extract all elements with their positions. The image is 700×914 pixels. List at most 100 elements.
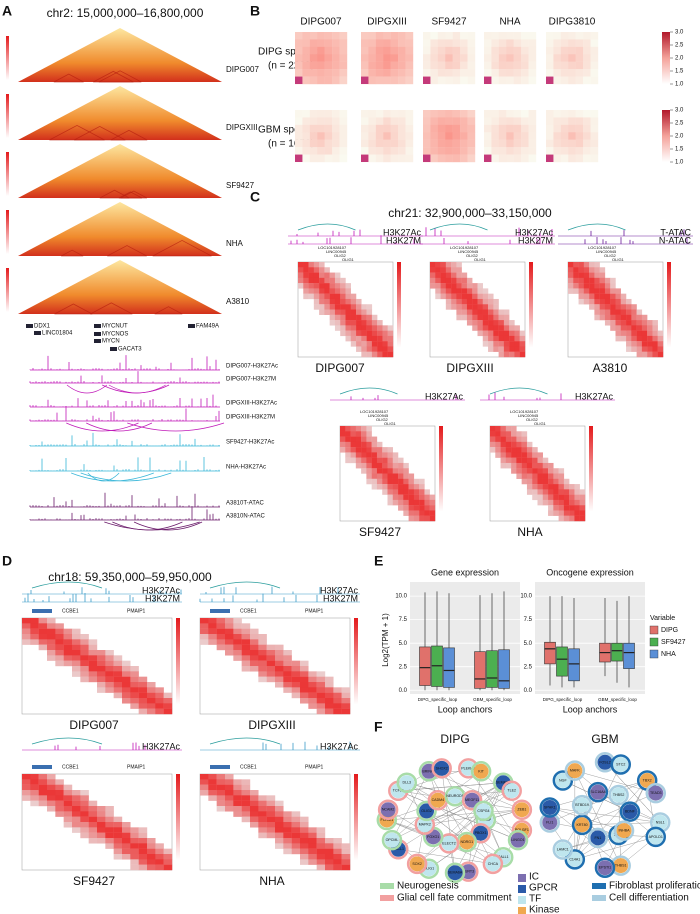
hic-cell bbox=[490, 447, 496, 453]
apa-cell bbox=[546, 124, 554, 133]
apa-cell bbox=[324, 124, 333, 133]
node bbox=[567, 763, 583, 779]
hic-cell bbox=[589, 262, 595, 268]
apa-cell bbox=[375, 139, 384, 148]
hic-cell bbox=[398, 505, 404, 511]
hic-cell bbox=[340, 304, 346, 310]
apa-cell bbox=[560, 46, 569, 55]
apa-cell bbox=[583, 39, 591, 48]
node-ring bbox=[594, 857, 616, 878]
hic-cell bbox=[105, 671, 114, 677]
hic-cell bbox=[258, 822, 267, 828]
hic-cell bbox=[548, 462, 554, 469]
apa-cell bbox=[583, 154, 591, 163]
apa-cell bbox=[467, 46, 476, 55]
apa-cell bbox=[546, 139, 554, 148]
node-ring bbox=[473, 800, 494, 822]
apa-cell bbox=[324, 46, 333, 55]
hic-cell bbox=[80, 822, 89, 828]
hic-cell bbox=[429, 494, 436, 501]
hic-cell bbox=[208, 634, 217, 640]
hic-cell bbox=[377, 325, 383, 331]
hic-cell bbox=[283, 832, 292, 839]
apa-cell bbox=[506, 117, 514, 126]
hic-cell bbox=[63, 655, 73, 661]
hic-cell bbox=[130, 687, 139, 693]
hic-cell bbox=[631, 325, 637, 331]
hic-cell bbox=[493, 309, 499, 315]
node-label: BDNF bbox=[625, 810, 636, 814]
hic-cell bbox=[579, 489, 586, 495]
hic-cell bbox=[511, 436, 517, 443]
apa-cell bbox=[375, 69, 384, 77]
hic-cell bbox=[225, 784, 234, 791]
hic-cell bbox=[636, 325, 643, 331]
hic-cell bbox=[341, 848, 351, 855]
apa-cell bbox=[491, 154, 500, 163]
gene-label: OLIG2 bbox=[526, 417, 539, 422]
apa-cell bbox=[332, 46, 340, 55]
node-label: NDRG1 bbox=[460, 840, 473, 844]
hic-cell bbox=[275, 816, 284, 823]
tad bbox=[154, 306, 183, 315]
hic-cell bbox=[329, 283, 336, 289]
apa-cell bbox=[302, 110, 311, 118]
hic-cell bbox=[477, 314, 483, 321]
apa-cell bbox=[484, 54, 492, 62]
hic-cell bbox=[371, 484, 378, 490]
hic-cell bbox=[532, 494, 538, 501]
hic-cell bbox=[594, 304, 600, 310]
hic-cell bbox=[578, 293, 585, 300]
hic-cell bbox=[350, 320, 357, 326]
apa-cell bbox=[590, 154, 599, 163]
hic-cell bbox=[341, 864, 351, 871]
column-label: DIPGXIII bbox=[367, 17, 406, 28]
apa-cell bbox=[430, 124, 439, 133]
track-signal bbox=[24, 593, 155, 602]
hic-cell bbox=[610, 309, 616, 315]
hic-cell bbox=[466, 277, 473, 284]
apa-cell bbox=[324, 132, 333, 140]
hic-cell bbox=[155, 692, 164, 699]
apa-cell bbox=[546, 54, 554, 62]
apa-cell bbox=[398, 110, 406, 118]
hic-cell bbox=[303, 283, 309, 289]
apa-cell bbox=[375, 39, 384, 48]
hic-cell bbox=[333, 859, 342, 865]
hic-cell bbox=[122, 666, 131, 672]
hic-cell bbox=[472, 283, 478, 289]
sample-label: NHA bbox=[259, 874, 284, 888]
hic-cell bbox=[424, 510, 430, 516]
hic-cell bbox=[147, 682, 156, 688]
track-signal bbox=[590, 229, 685, 236]
hic-cell bbox=[63, 811, 73, 817]
hic-cell bbox=[376, 473, 383, 479]
hic-cell bbox=[542, 462, 549, 469]
apa-cell bbox=[491, 39, 500, 48]
hic-cell bbox=[325, 854, 334, 860]
hic-cell bbox=[130, 832, 139, 839]
apa-cell bbox=[309, 124, 318, 133]
track-label: DIPGXIII-H3K27M bbox=[226, 415, 275, 421]
track-label: DIPG007-H3K27Ac bbox=[226, 364, 278, 370]
track-label: T-ATAC bbox=[660, 227, 691, 237]
hic-cell bbox=[308, 859, 317, 865]
gene-label: DDX1 bbox=[34, 324, 51, 330]
gene-marker bbox=[94, 339, 101, 343]
hic-cell bbox=[403, 499, 409, 506]
hic-cell bbox=[283, 687, 292, 693]
hic-cell bbox=[456, 272, 462, 279]
hic-cell bbox=[38, 628, 48, 635]
hic-cell bbox=[589, 288, 595, 294]
apa-cell bbox=[452, 117, 461, 126]
hic-cell bbox=[333, 687, 342, 693]
apa-cell bbox=[339, 147, 348, 155]
hic-cell bbox=[505, 426, 512, 432]
hic-cell bbox=[542, 489, 549, 495]
hic-cell bbox=[22, 628, 31, 635]
hic-cell bbox=[72, 671, 81, 677]
hic-cell bbox=[105, 655, 114, 661]
apa-cell bbox=[295, 32, 303, 40]
hic-cell bbox=[461, 309, 468, 315]
hic-cell bbox=[55, 634, 64, 640]
